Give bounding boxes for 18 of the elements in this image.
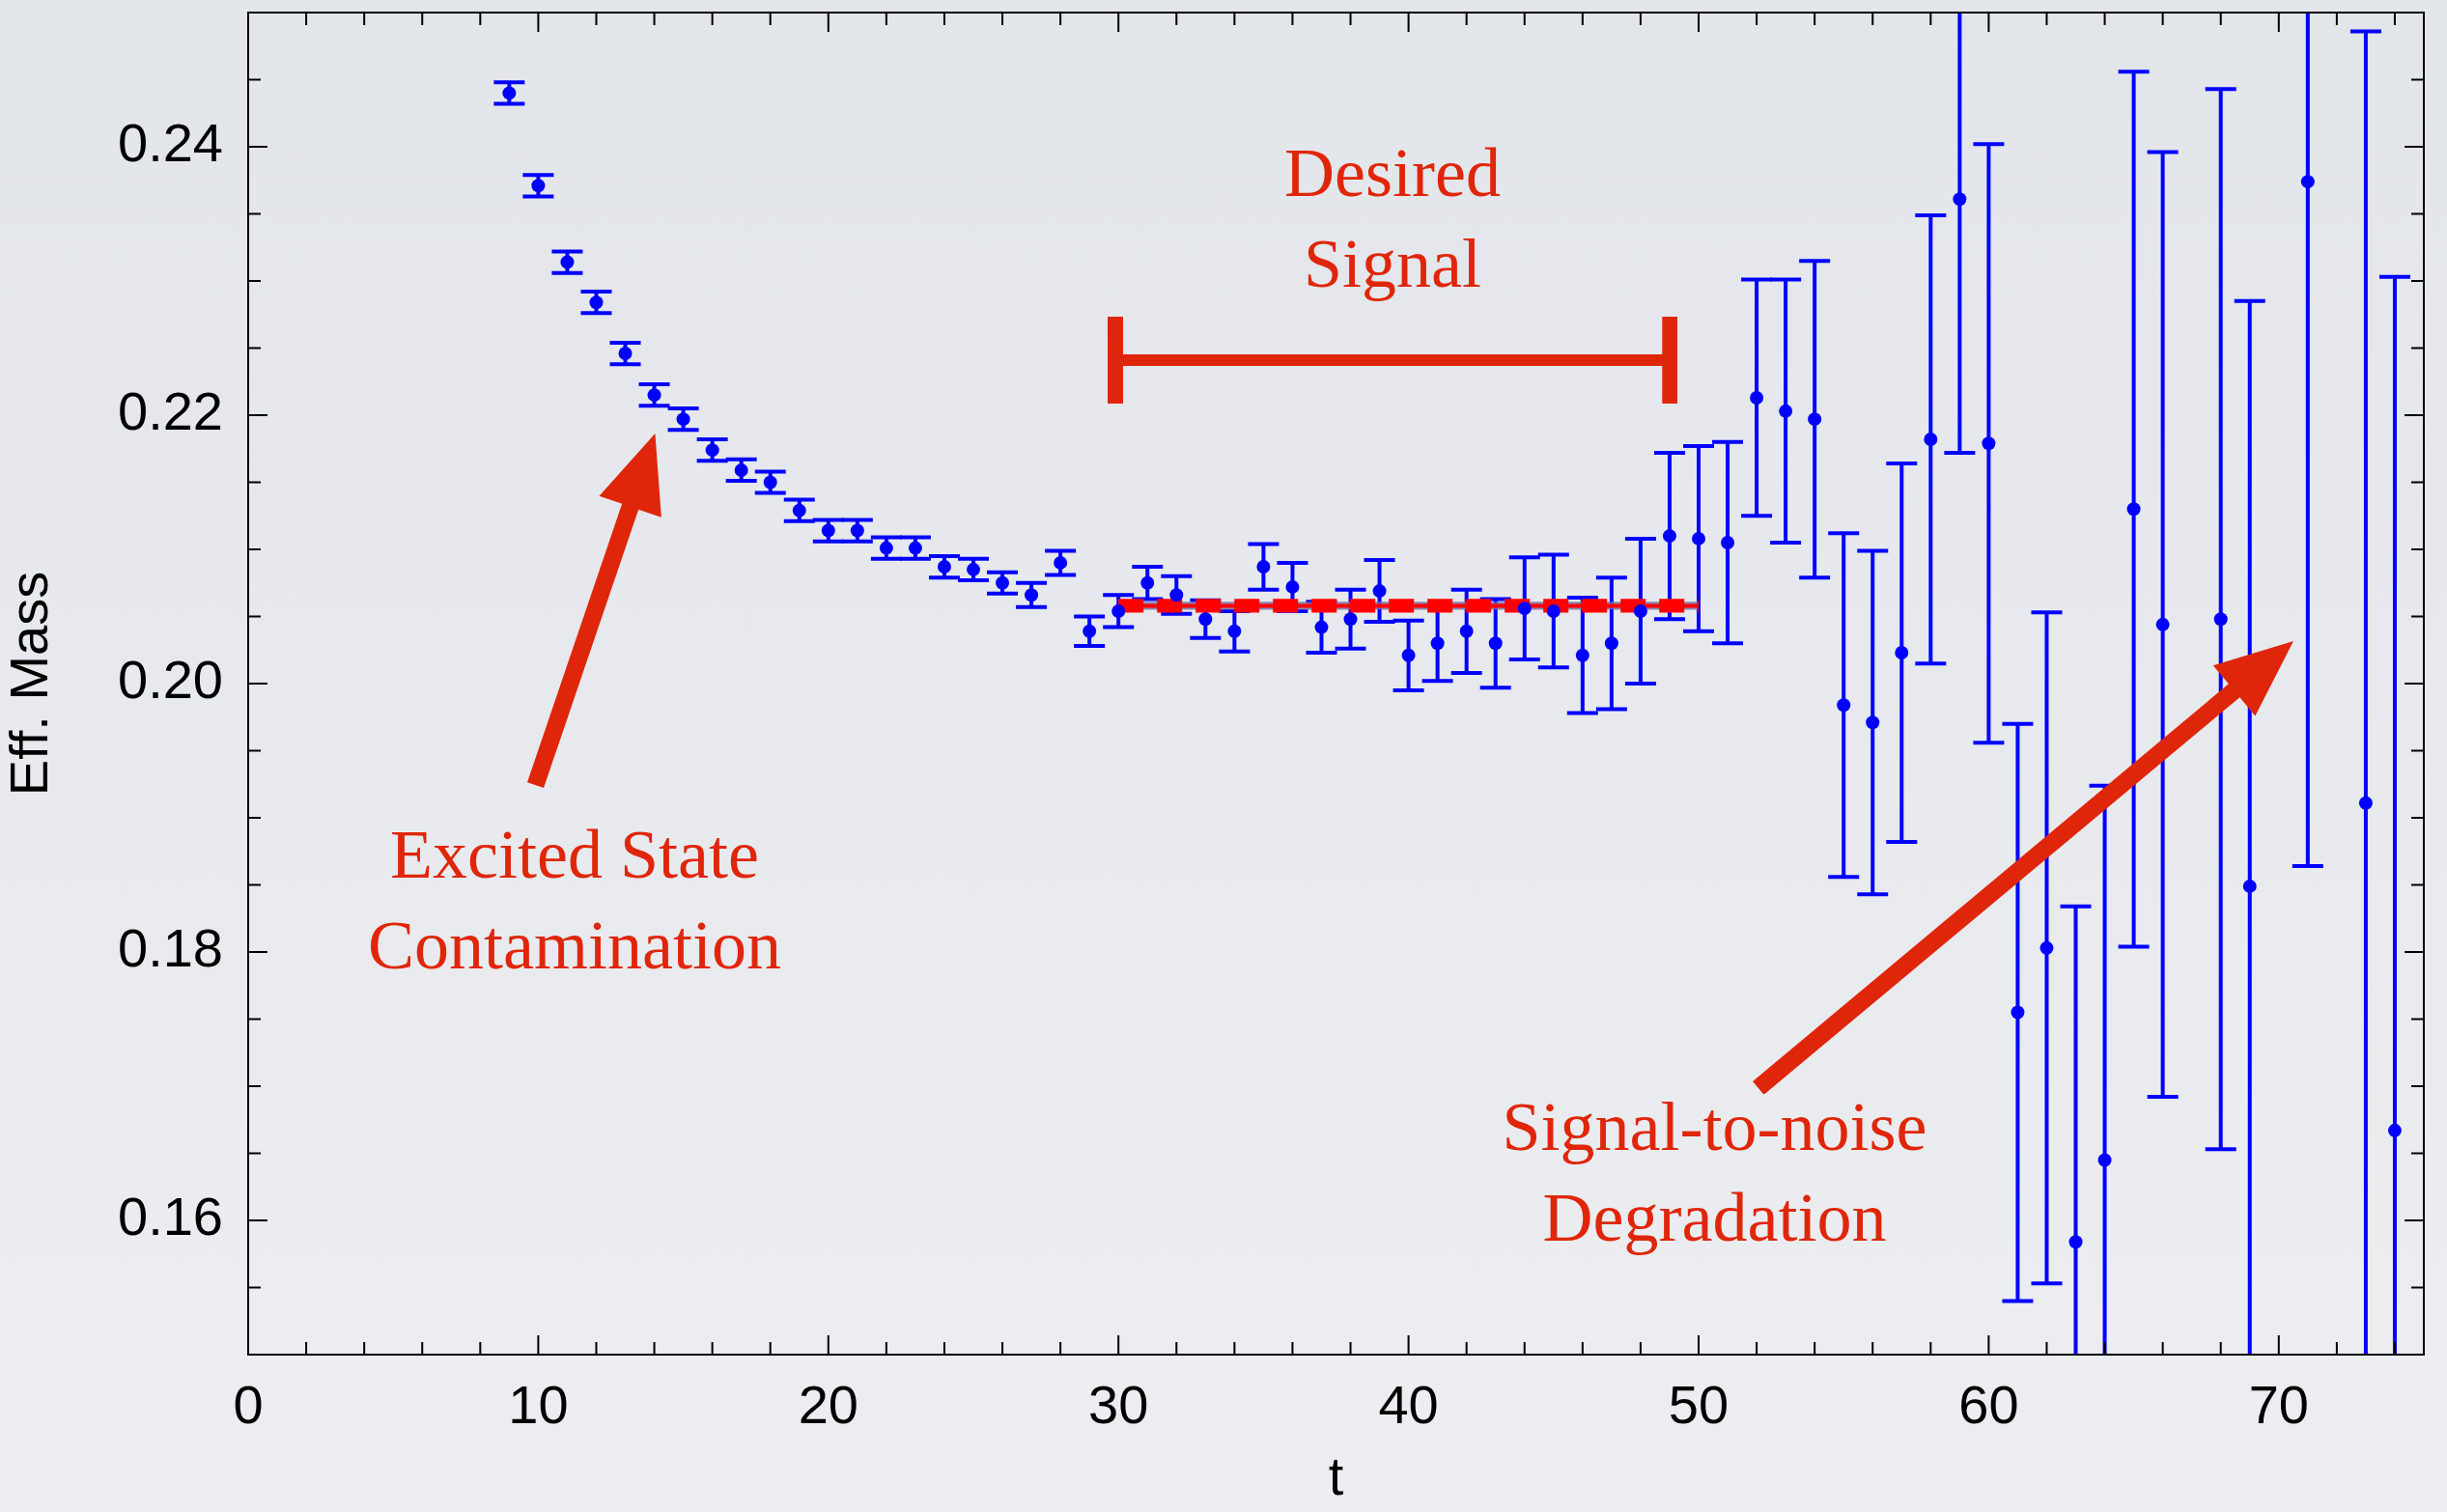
x-tick-label: 70	[2248, 1374, 2309, 1436]
annotation: Desired Signal	[1284, 134, 1502, 303]
y-tick-label: 0.24	[118, 112, 223, 174]
y-tick-label: 0.16	[118, 1186, 223, 1247]
y-axis-title: Eff. Mass	[0, 571, 60, 797]
x-tick-label: 20	[798, 1374, 858, 1436]
annotation: Signal-to-noise Degradation	[1502, 1088, 1927, 1257]
annotation: Excited State Contamination	[367, 816, 781, 985]
y-tick-label: 0.22	[118, 380, 223, 442]
x-tick-label: 0	[233, 1374, 264, 1436]
x-tick-label: 50	[1668, 1374, 1730, 1436]
x-axis-title: t	[1328, 1444, 1344, 1506]
x-tick-label: 10	[508, 1374, 569, 1436]
x-tick-label: 60	[1958, 1374, 2019, 1436]
y-tick-label: 0.18	[118, 917, 223, 979]
y-tick-label: 0.20	[118, 649, 223, 711]
x-tick-label: 40	[1378, 1374, 1439, 1436]
x-tick-label: 30	[1088, 1374, 1149, 1436]
